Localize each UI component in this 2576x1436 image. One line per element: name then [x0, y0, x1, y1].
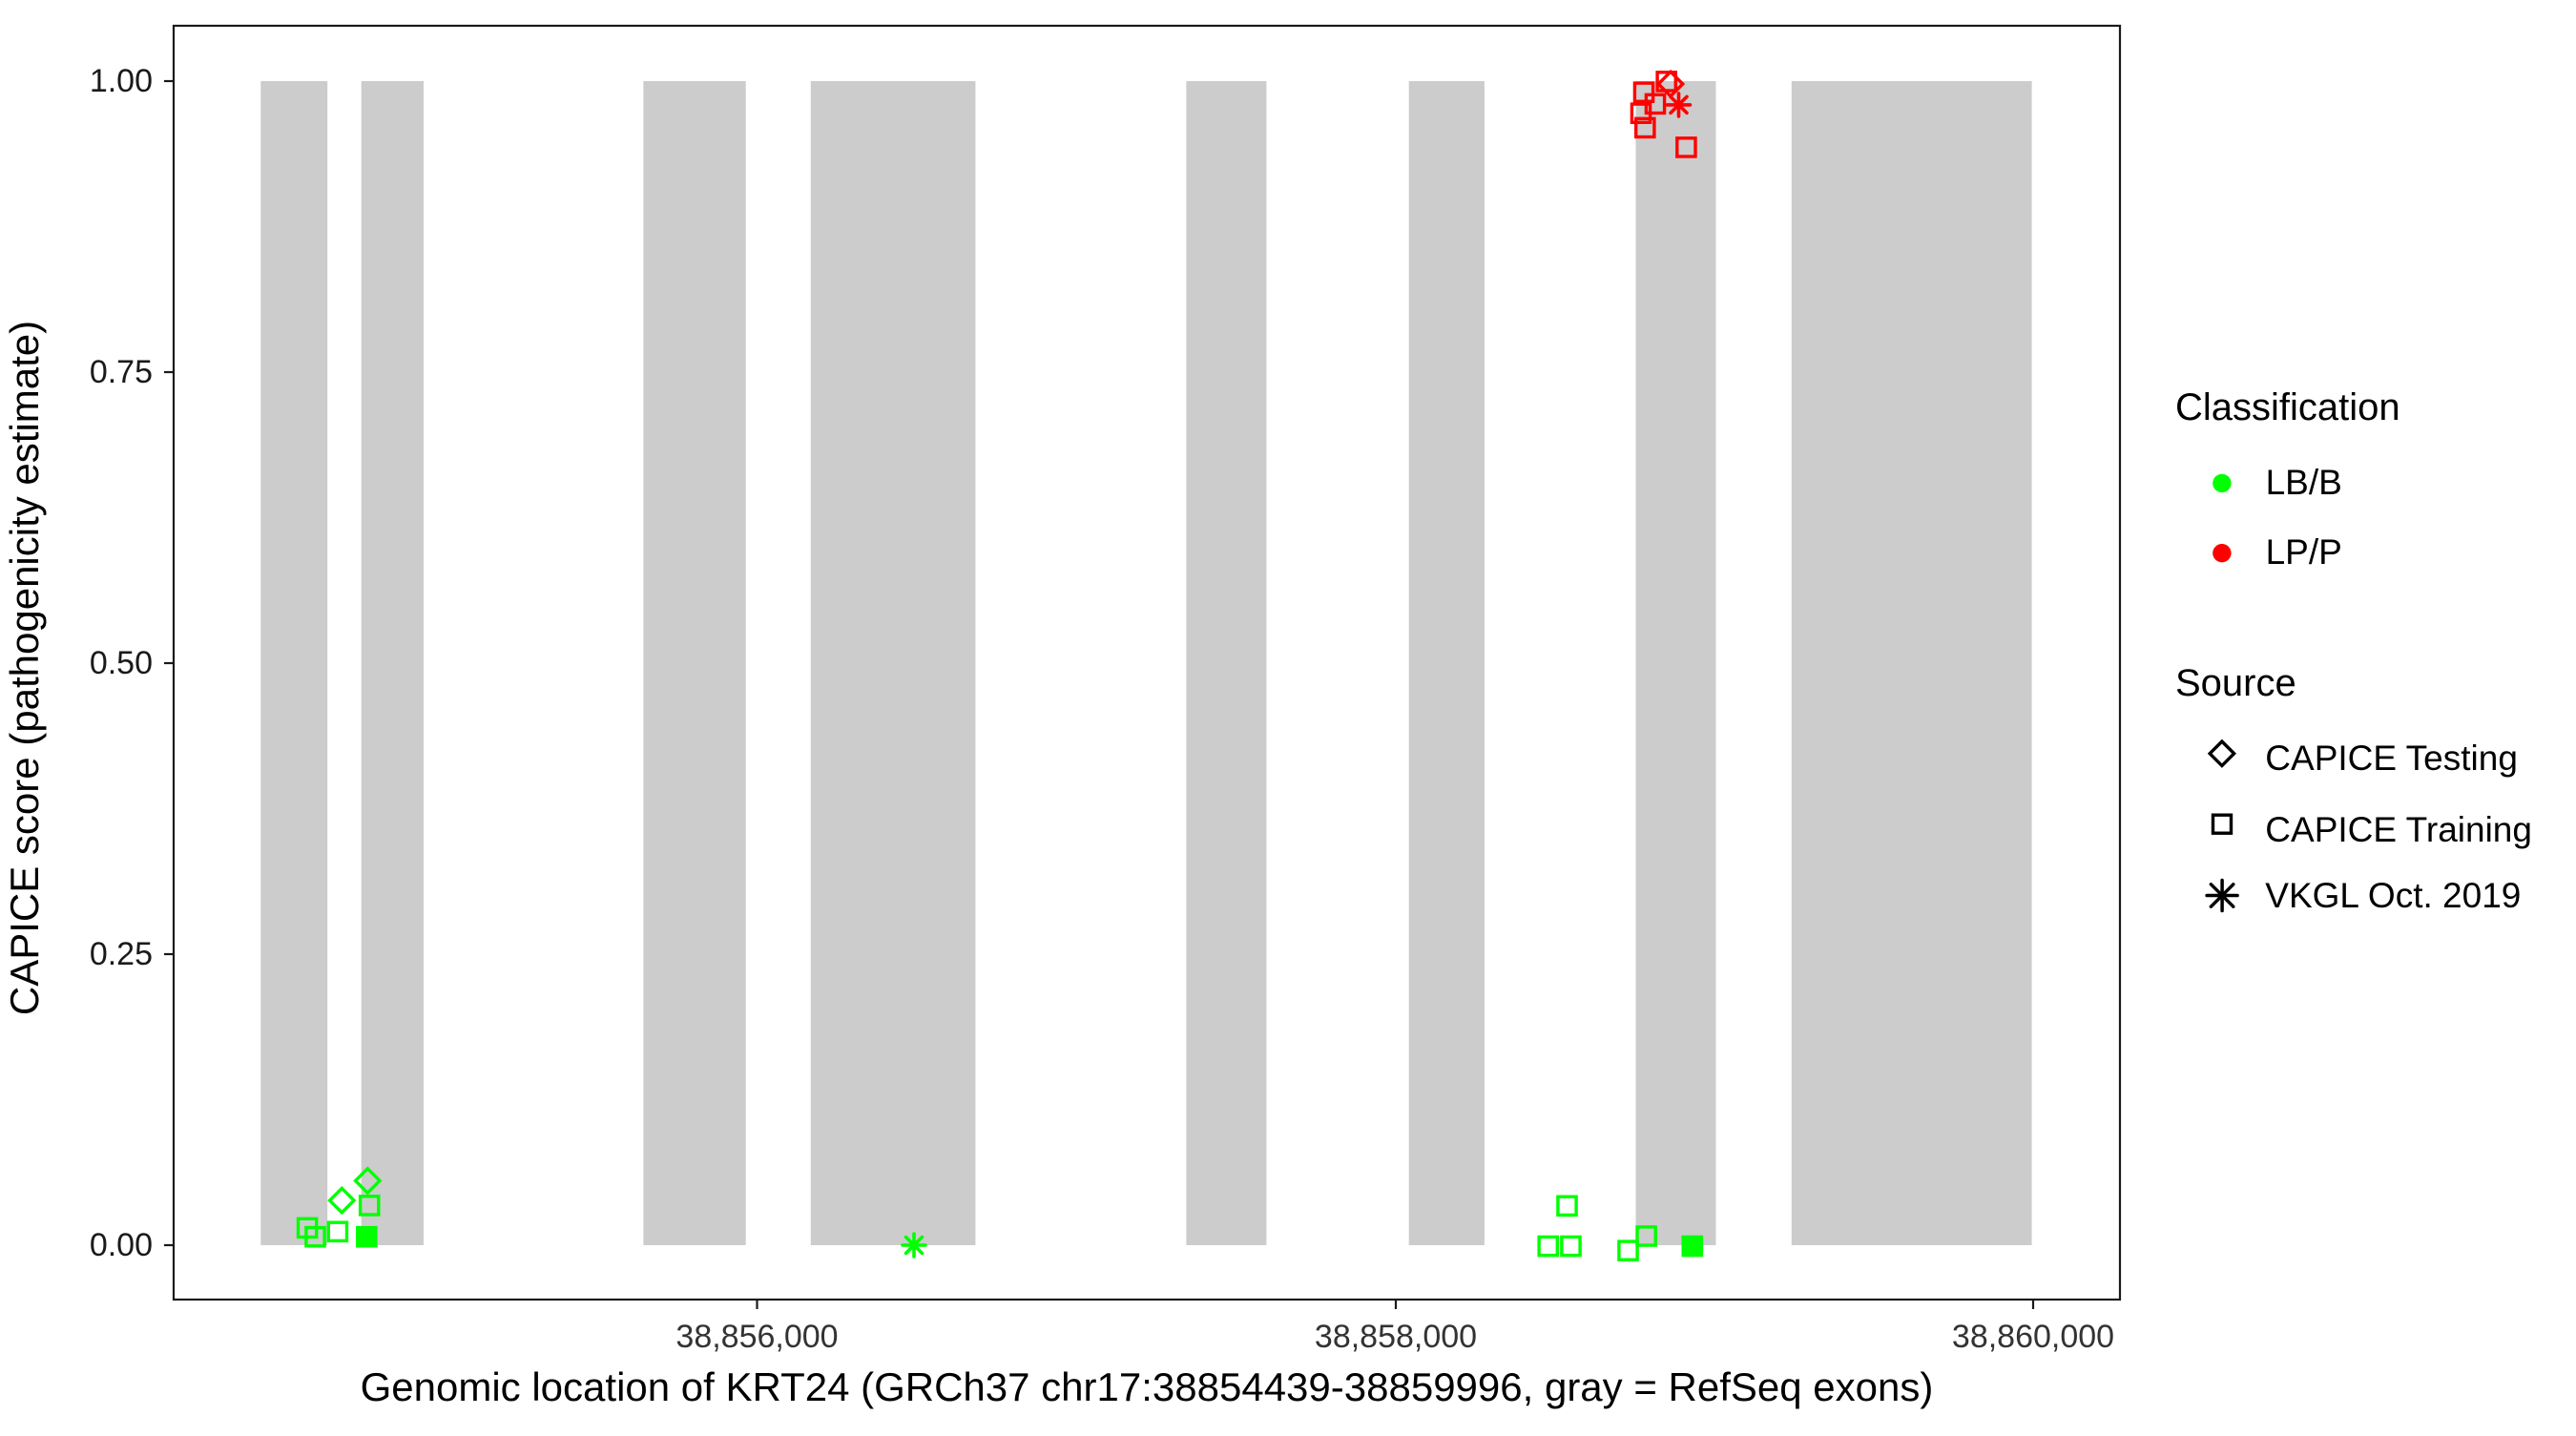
svg-text:LP/P: LP/P	[2266, 532, 2342, 572]
svg-text:CAPICE score (pathogenicity es: CAPICE score (pathogenicity estimate)	[2, 321, 47, 1015]
svg-text:Source: Source	[2175, 662, 2296, 704]
svg-text:38,860,000: 38,860,000	[1952, 1319, 2114, 1355]
svg-text:CAPICE Training: CAPICE Training	[2265, 810, 2532, 849]
svg-text:LB/B: LB/B	[2266, 463, 2342, 502]
svg-text:0.75: 0.75	[90, 354, 153, 390]
svg-text:38,858,000: 38,858,000	[1315, 1319, 1477, 1355]
svg-text:38,856,000: 38,856,000	[675, 1319, 838, 1355]
svg-text:0.25: 0.25	[90, 936, 153, 972]
svg-text:Genomic location of KRT24 (GRC: Genomic location of KRT24 (GRCh37 chr17:…	[361, 1364, 1934, 1409]
svg-text:Classification: Classification	[2175, 386, 2400, 428]
svg-text:0.50: 0.50	[90, 645, 153, 681]
svg-text:VKGL Oct. 2019: VKGL Oct. 2019	[2265, 876, 2521, 915]
svg-text:1.00: 1.00	[90, 63, 153, 99]
svg-text:0.00: 0.00	[90, 1227, 153, 1263]
svg-text:CAPICE Testing: CAPICE Testing	[2265, 739, 2518, 778]
